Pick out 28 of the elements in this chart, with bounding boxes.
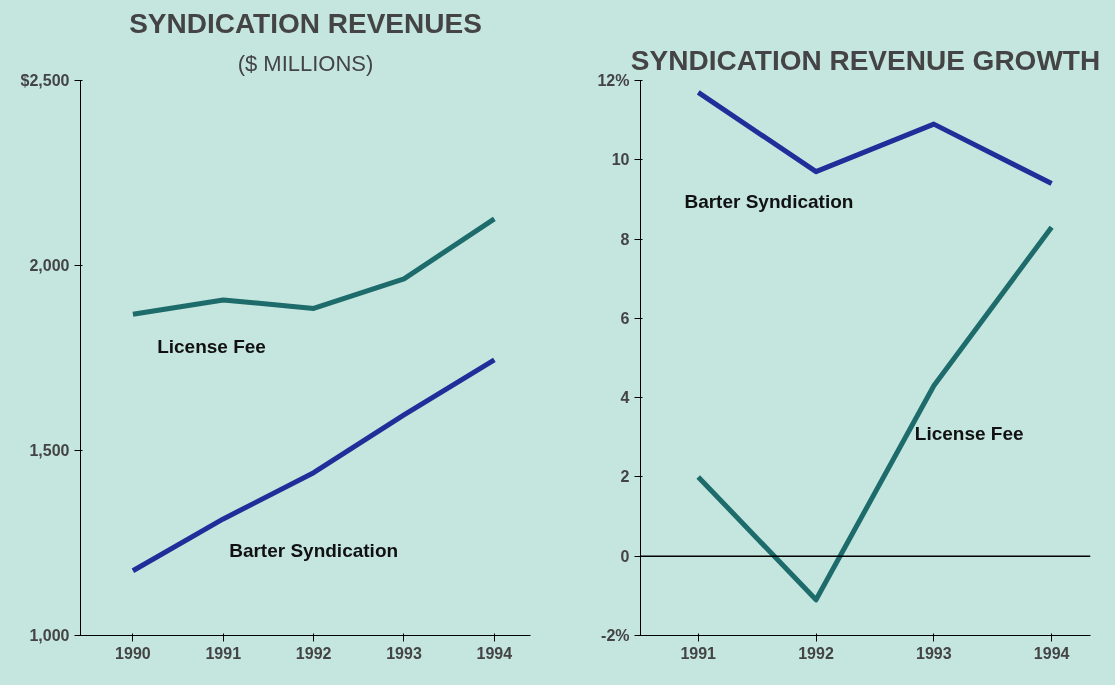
y-tick-label: 1,000 xyxy=(29,627,70,644)
x-tick-label: 1991 xyxy=(205,644,242,662)
y-tick-label: 8 xyxy=(620,230,630,248)
x-tick-label: 1994 xyxy=(476,644,513,662)
series-label: Barter Syndication xyxy=(684,191,854,213)
x-tick-label: 1993 xyxy=(386,644,422,662)
x-tick-label: 1993 xyxy=(916,644,952,662)
y-tick-label: -2% xyxy=(601,627,630,644)
y-tick-label: 12% xyxy=(597,72,630,89)
y-tick-label: 10 xyxy=(611,151,630,169)
x-tick-label: 1992 xyxy=(295,644,332,662)
x-tick-label: 1990 xyxy=(115,644,151,662)
x-tick-label: 1991 xyxy=(680,644,717,662)
series-label: License Fee xyxy=(157,336,266,358)
series-label: Barter Syndication xyxy=(229,540,399,562)
chart-title: SYNDICATION REVENUE GROWTH xyxy=(630,44,1101,76)
y-tick-label: 0 xyxy=(620,547,630,565)
x-tick-label: 1992 xyxy=(798,644,834,662)
y-tick-label: 2,000 xyxy=(29,257,70,274)
chart-title: SYNDICATION REVENUES xyxy=(129,7,482,39)
y-tick-label: 4 xyxy=(620,389,630,407)
x-tick-label: 1994 xyxy=(1033,644,1070,662)
y-tick-label: 6 xyxy=(620,309,630,327)
chart-subtitle: ($ MILLIONS) xyxy=(237,50,374,76)
series-label: License Fee xyxy=(914,422,1024,444)
y-tick-label: 2 xyxy=(620,468,630,486)
y-tick-label: 1,500 xyxy=(29,442,70,459)
y-tick-label: $2,500 xyxy=(20,72,70,89)
